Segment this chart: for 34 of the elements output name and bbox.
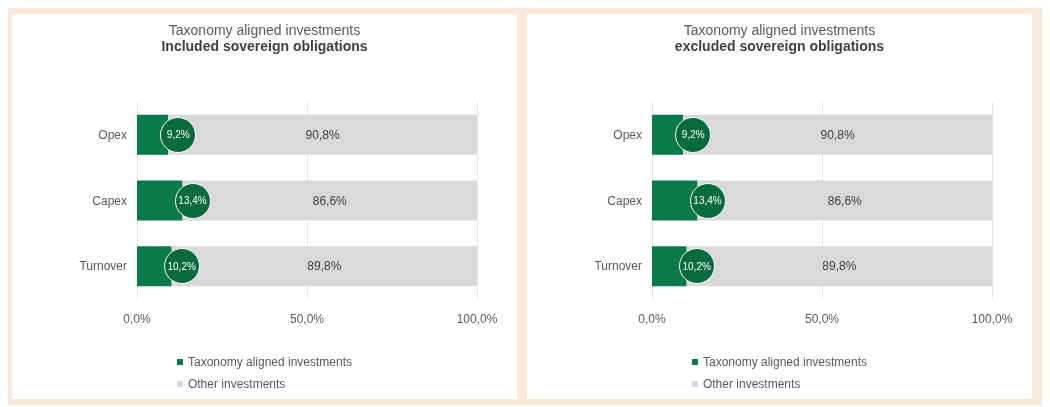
data-label: 86,6%	[827, 193, 863, 208]
y-tick-label: Turnover	[79, 259, 127, 274]
data-label: 13,4%	[178, 195, 207, 206]
chart-subtitle: excluded sovereign obligations	[674, 38, 885, 54]
legend-label: Other investments	[187, 377, 286, 391]
chart-title: Taxonomy aligned investments	[168, 22, 361, 38]
data-label: 9,2%	[681, 129, 705, 141]
x-tick-label: 0,0%	[638, 312, 666, 326]
chart-subtitle: Included sovereign obligations	[161, 38, 368, 54]
chart-title: Taxonomy aligned investments	[683, 22, 876, 38]
x-tick-label: 50,0%	[289, 312, 325, 326]
data-label: 89,8%	[307, 259, 342, 274]
x-tick-label: 100,0%	[971, 312, 1013, 326]
x-tick-label: 0,0%	[123, 312, 151, 326]
bar	[168, 114, 477, 155]
y-tick-label: Opex	[613, 127, 642, 142]
y-tick-label: Capex	[607, 193, 642, 208]
data-label: 90,8%	[305, 127, 340, 142]
data-label: 89,8%	[822, 259, 857, 274]
legend-label: Other investments	[702, 377, 801, 391]
data-label: 86,6%	[312, 193, 348, 208]
legend-label: Taxonomy aligned investments	[702, 355, 868, 369]
data-label: 10,2%	[682, 260, 711, 272]
y-tick-label: Opex	[98, 127, 127, 142]
y-tick-label: Capex	[92, 193, 127, 208]
data-label: 10,2%	[167, 260, 196, 272]
bar	[683, 114, 992, 155]
x-tick-label: 100,0%	[456, 312, 498, 326]
data-label: 90,8%	[820, 127, 855, 142]
x-tick-label: 50,0%	[804, 312, 840, 326]
legend-label: Taxonomy aligned investments	[187, 355, 353, 369]
y-tick-label: Turnover	[594, 259, 642, 274]
data-label: 13,4%	[693, 195, 722, 206]
data-label: 9,2%	[166, 129, 190, 141]
